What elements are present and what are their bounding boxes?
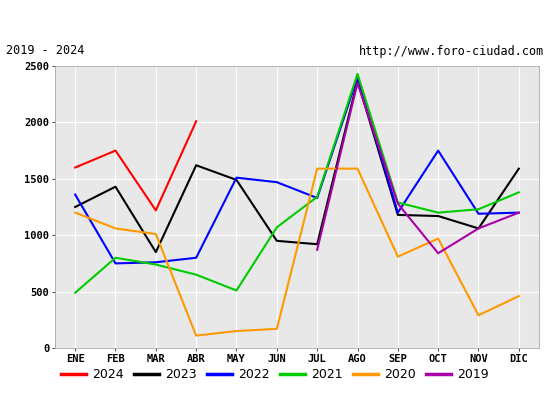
Legend: 2024, 2023, 2022, 2021, 2020, 2019: 2024, 2023, 2022, 2021, 2020, 2019 bbox=[56, 364, 494, 386]
Text: http://www.foro-ciudad.com: http://www.foro-ciudad.com bbox=[359, 44, 544, 58]
Text: Evolucion Nº Turistas Nacionales en el municipio de Cortes de Baza: Evolucion Nº Turistas Nacionales en el m… bbox=[28, 12, 522, 26]
Text: 2019 - 2024: 2019 - 2024 bbox=[6, 44, 84, 58]
